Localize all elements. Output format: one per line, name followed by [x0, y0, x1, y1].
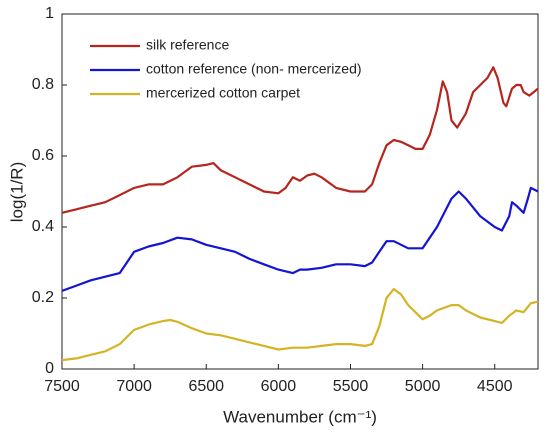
series-line: [61, 288, 539, 362]
y-tick-label: 1: [45, 5, 54, 22]
y-tick-label: 0.2: [32, 289, 54, 306]
x-tick-label: 5500: [333, 378, 369, 395]
x-axis-label: Wavenumber (cm⁻¹): [223, 407, 377, 426]
legend-label: cotton reference (non- mercerized): [146, 61, 362, 77]
legend-label: mercerized cotton carpet: [146, 85, 300, 101]
series-line: [61, 66, 539, 214]
x-tick-label: 7500: [44, 378, 80, 395]
x-tick-label: 6500: [188, 378, 224, 395]
series-line: [61, 186, 539, 292]
x-tick-label: 6000: [261, 378, 297, 395]
y-tick-label: 0: [45, 360, 54, 377]
y-axis-label: log(1/R): [7, 162, 26, 222]
x-tick-label: 7000: [116, 378, 152, 395]
y-tick-label: 0.4: [32, 218, 54, 235]
y-tick-label: 0.8: [32, 76, 54, 93]
legend-label: silk reference: [146, 37, 229, 53]
y-tick-label: 0.6: [32, 147, 54, 164]
x-tick-label: 5000: [405, 378, 441, 395]
x-tick-label: 4500: [477, 378, 513, 395]
